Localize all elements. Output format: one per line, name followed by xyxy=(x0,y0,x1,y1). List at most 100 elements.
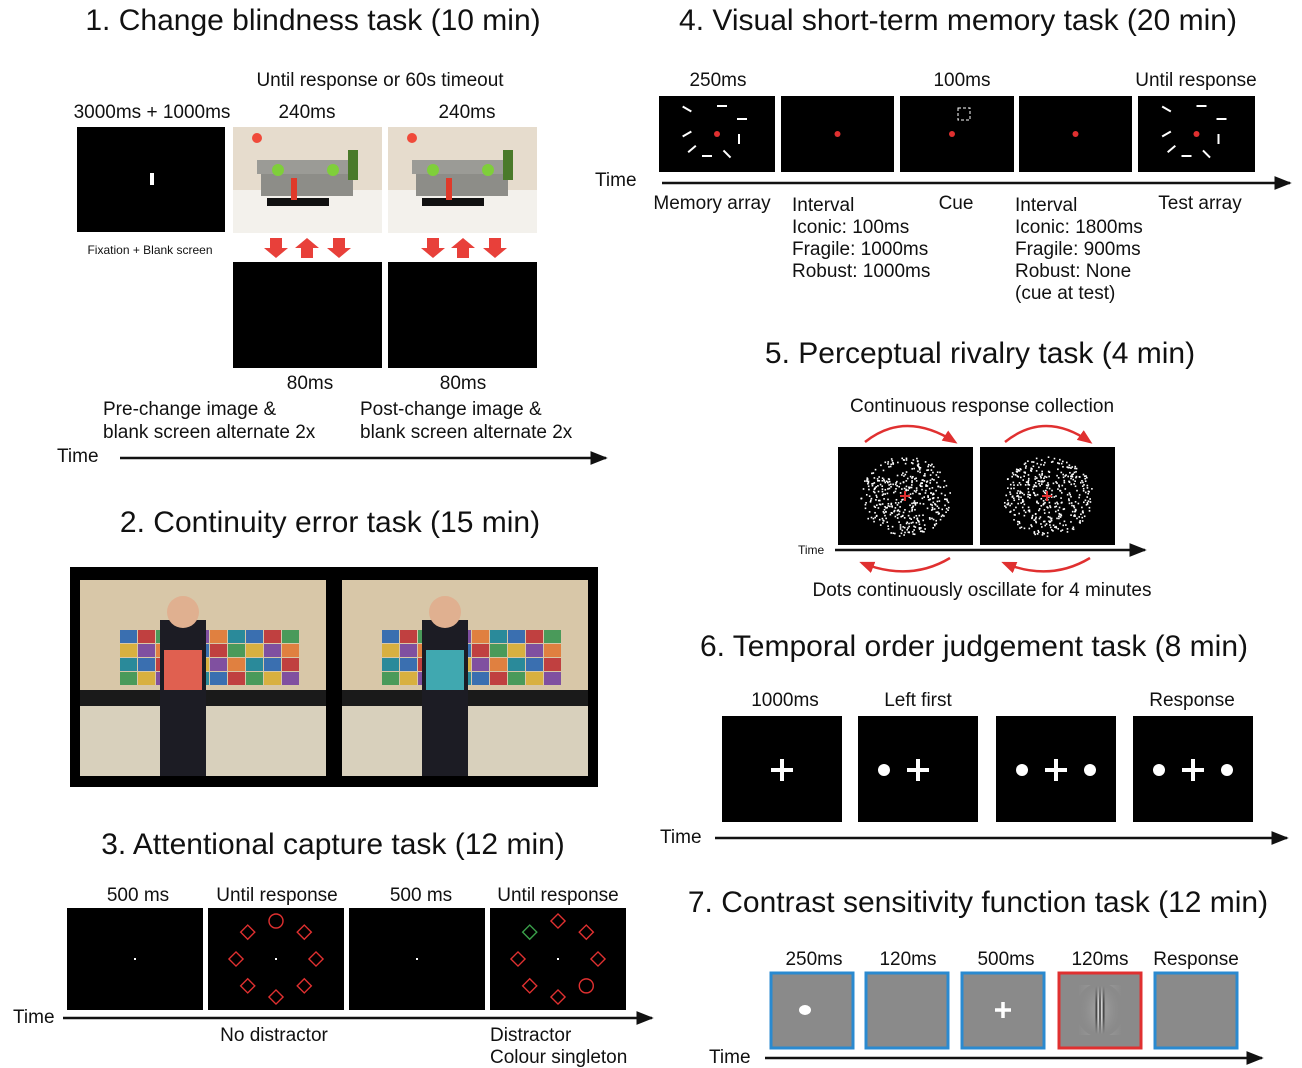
dot xyxy=(882,477,884,479)
dot xyxy=(1043,477,1045,479)
dot xyxy=(936,523,938,525)
dot xyxy=(1038,483,1040,485)
dot xyxy=(932,508,934,510)
dot xyxy=(1005,495,1007,497)
dot xyxy=(1067,476,1069,478)
dot xyxy=(1011,476,1013,478)
tile xyxy=(246,630,263,643)
dot xyxy=(1041,498,1043,500)
dot xyxy=(890,483,892,485)
dot xyxy=(1071,474,1073,476)
curved-arrow xyxy=(1004,558,1090,571)
label: Time xyxy=(595,170,637,191)
dot xyxy=(1042,504,1044,506)
dot xyxy=(1039,474,1041,476)
dot xyxy=(874,512,876,514)
dot xyxy=(1017,521,1019,523)
dot xyxy=(1015,507,1017,509)
dot xyxy=(799,1005,811,1015)
dot xyxy=(897,462,899,464)
dot xyxy=(1060,490,1062,492)
dot xyxy=(1050,507,1052,509)
tile xyxy=(508,644,525,657)
dot xyxy=(920,531,922,533)
photo-floor xyxy=(388,190,537,233)
dot xyxy=(899,506,901,508)
tile xyxy=(228,644,245,657)
dot xyxy=(1057,528,1059,530)
dot xyxy=(1050,527,1052,529)
dot xyxy=(1048,476,1050,478)
dot xyxy=(882,518,884,520)
dot xyxy=(906,458,908,460)
tile xyxy=(120,644,137,657)
dot xyxy=(888,479,890,481)
red-arrow xyxy=(483,238,507,258)
dot xyxy=(1089,510,1091,512)
dot xyxy=(1040,464,1042,466)
dot xyxy=(1036,502,1038,504)
dot xyxy=(1064,482,1066,484)
dot xyxy=(944,480,946,482)
label: Pre-change image & xyxy=(103,399,277,420)
label: 250ms xyxy=(785,949,842,970)
dot xyxy=(907,478,909,480)
tile xyxy=(382,630,399,643)
dot xyxy=(1019,523,1021,525)
dot xyxy=(903,475,905,477)
dot xyxy=(1070,514,1072,516)
dot xyxy=(1059,459,1061,461)
dot xyxy=(909,511,911,513)
dot xyxy=(1058,486,1060,488)
tile xyxy=(120,672,137,685)
dot xyxy=(878,500,880,502)
dot xyxy=(913,529,915,531)
dot xyxy=(899,511,901,513)
dot xyxy=(934,503,936,505)
dot xyxy=(1058,513,1060,515)
dot xyxy=(1073,515,1075,517)
dot xyxy=(926,481,928,483)
dot xyxy=(1044,462,1046,464)
dot xyxy=(1010,484,1012,486)
dot xyxy=(1058,463,1060,465)
dot xyxy=(916,489,918,491)
dot xyxy=(910,493,912,495)
dot xyxy=(918,520,920,522)
dot xyxy=(1031,526,1033,528)
label: Response xyxy=(1149,690,1235,711)
label: blank screen alternate 2x xyxy=(103,422,316,443)
dot xyxy=(1060,530,1062,532)
dot xyxy=(911,477,913,479)
dot xyxy=(896,485,898,487)
dot xyxy=(1049,488,1051,490)
gabor-mask xyxy=(1076,983,1124,1037)
dot xyxy=(1079,476,1081,478)
dot xyxy=(897,514,899,516)
dot xyxy=(1018,499,1020,501)
dot xyxy=(879,519,881,521)
dot xyxy=(1069,492,1071,494)
person xyxy=(160,620,206,776)
dot xyxy=(1088,491,1090,493)
dot xyxy=(921,482,923,484)
tile xyxy=(210,672,227,685)
dot xyxy=(1013,519,1015,521)
dot xyxy=(908,531,910,533)
curved-arrow xyxy=(1005,426,1090,442)
dot xyxy=(911,487,913,489)
dot xyxy=(1069,472,1071,474)
dot xyxy=(1074,472,1076,474)
dot xyxy=(887,525,889,527)
dot xyxy=(1082,485,1084,487)
dot xyxy=(930,492,932,494)
dot xyxy=(864,480,866,482)
dot xyxy=(880,464,882,466)
dot xyxy=(946,500,948,502)
dot xyxy=(912,506,914,508)
dot xyxy=(1033,492,1035,494)
dot xyxy=(1074,480,1076,482)
dot xyxy=(911,510,913,512)
dot xyxy=(915,504,917,506)
tile xyxy=(282,630,299,643)
